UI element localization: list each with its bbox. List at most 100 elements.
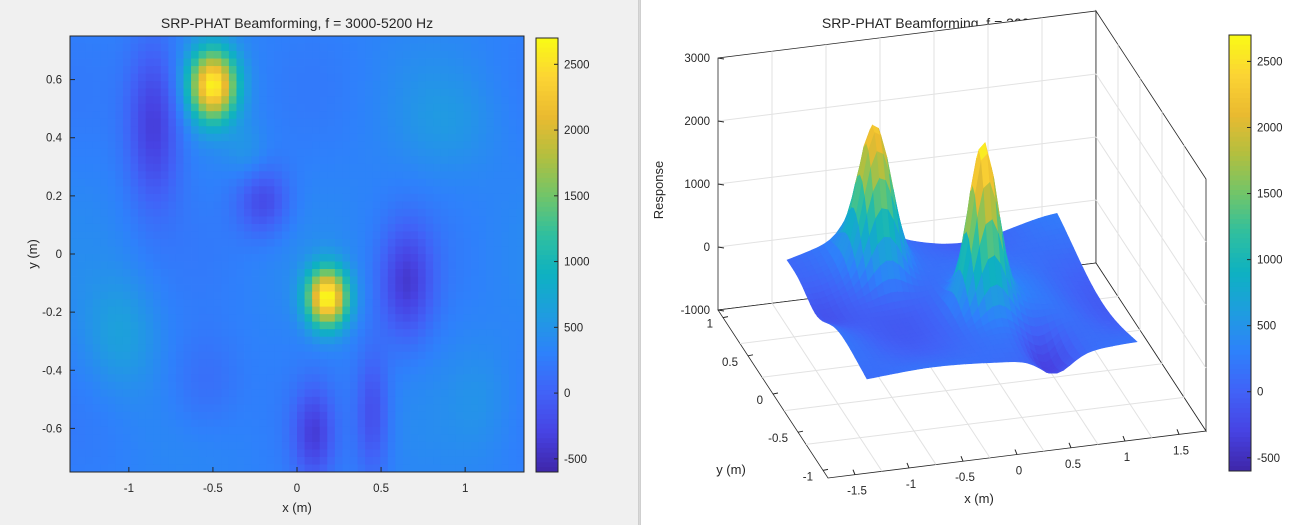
heatmap-cell: [78, 374, 86, 382]
heatmap-cell: [320, 186, 328, 194]
heatmap-cell: [236, 359, 244, 367]
heatmap-cell: [176, 201, 184, 209]
heatmap-cell: [426, 314, 434, 322]
heatmap-cell: [350, 329, 358, 337]
heatmap-cell: [176, 262, 184, 270]
heatmap-cell: [395, 307, 403, 315]
heatmap-cell: [342, 382, 350, 390]
heatmap-cell: [411, 164, 419, 172]
heatmap-cell: [305, 307, 313, 315]
heatmap-cell: [236, 254, 244, 262]
heatmap-cell: [365, 126, 373, 134]
heatmap-cell: [214, 352, 222, 360]
heatmap-cell: [486, 352, 494, 360]
heatmap-cell: [494, 269, 502, 277]
heatmap-cell: [509, 442, 517, 450]
heatmap-cell: [305, 44, 313, 52]
heatmap-cell: [516, 434, 524, 442]
heatmap-cell: [471, 449, 479, 457]
heatmap-cell: [138, 141, 146, 149]
heatmap-cell: [388, 164, 396, 172]
heatmap-cell: [267, 89, 275, 97]
heatmap-cell: [297, 36, 305, 44]
heatmap-cell: [335, 262, 343, 270]
heatmap-cell: [274, 449, 282, 457]
heatmap-cell: [108, 66, 116, 74]
heatmap-cell: [78, 434, 86, 442]
heatmap-cell: [274, 239, 282, 247]
heatmap-cell: [312, 284, 320, 292]
heatmap-cell: [479, 104, 487, 112]
heatmap-cell: [441, 314, 449, 322]
heatmap-cell: [70, 359, 78, 367]
heatmap-cell: [146, 126, 154, 134]
heatmap-cell: [312, 344, 320, 352]
heatmap-cell: [153, 449, 161, 457]
heatmap-cell: [395, 231, 403, 239]
heatmap-cell: [335, 382, 343, 390]
heatmap-cell: [176, 104, 184, 112]
heatmap-image[interactable]: [70, 36, 524, 472]
heatmap-cell: [221, 254, 229, 262]
heatmap-cell: [471, 314, 479, 322]
heatmap-cell: [274, 314, 282, 322]
heatmap-cell: [335, 337, 343, 345]
colorbar-segment: [536, 438, 558, 443]
heatmap-cell: [259, 104, 267, 112]
heatmap-cell: [229, 329, 237, 337]
heatmap-cell: [282, 36, 290, 44]
heatmap-cell: [358, 344, 366, 352]
heatmap-cell: [100, 59, 108, 67]
heatmap-cell: [342, 344, 350, 352]
heatmap-cell: [289, 44, 297, 52]
heatmap-cell: [93, 231, 101, 239]
heatmap-cell: [411, 81, 419, 89]
heatmap-cell: [433, 412, 441, 420]
heatmap-cell: [335, 307, 343, 315]
heatmap-cell: [131, 89, 139, 97]
heatmap-cell: [456, 344, 464, 352]
heatmap-cell: [221, 269, 229, 277]
heatmap-cell: [274, 442, 282, 450]
heatmap-cell: [327, 51, 335, 59]
heatmap-cell: [236, 337, 244, 345]
heatmap-cell: [365, 442, 373, 450]
heatmap-cell: [509, 224, 517, 232]
heatmap-cell: [108, 307, 116, 315]
heatmap-cell: [100, 464, 108, 472]
heatmap-cell: [153, 89, 161, 97]
heatmap-cell: [418, 374, 426, 382]
heatmap-cell: [456, 104, 464, 112]
heatmap-cell: [168, 277, 176, 285]
heatmap-cell: [199, 397, 207, 405]
heatmap-cell: [327, 344, 335, 352]
heatmap-cell: [267, 209, 275, 217]
heatmap-cell: [411, 254, 419, 262]
colorbar-segment: [536, 163, 558, 168]
heatmap-cell: [282, 66, 290, 74]
heatmap-cell: [274, 277, 282, 285]
heatmap-cell: [214, 209, 222, 217]
heatmap-cell: [236, 194, 244, 202]
heatmap-cell: [327, 404, 335, 412]
heatmap-cell: [433, 59, 441, 67]
heatmap-cell: [380, 284, 388, 292]
heatmap-cell: [244, 134, 252, 142]
heatmap-cell: [494, 464, 502, 472]
heatmap-cell: [85, 419, 93, 427]
heatmap-cell: [168, 134, 176, 142]
heatmap-cell: [199, 111, 207, 119]
heatmap-cell: [93, 66, 101, 74]
heatmap-cell: [320, 359, 328, 367]
heatmap-cell: [229, 299, 237, 307]
heatmap-cell: [494, 66, 502, 74]
heatmap-cell: [138, 314, 146, 322]
heatmap-cell: [214, 239, 222, 247]
heatmap-cell: [267, 59, 275, 67]
heatmap-cell: [426, 171, 434, 179]
heatmap-cell: [267, 254, 275, 262]
heatmap-cell: [244, 201, 252, 209]
heatmap-cell: [70, 449, 78, 457]
heatmap-cell: [448, 209, 456, 217]
